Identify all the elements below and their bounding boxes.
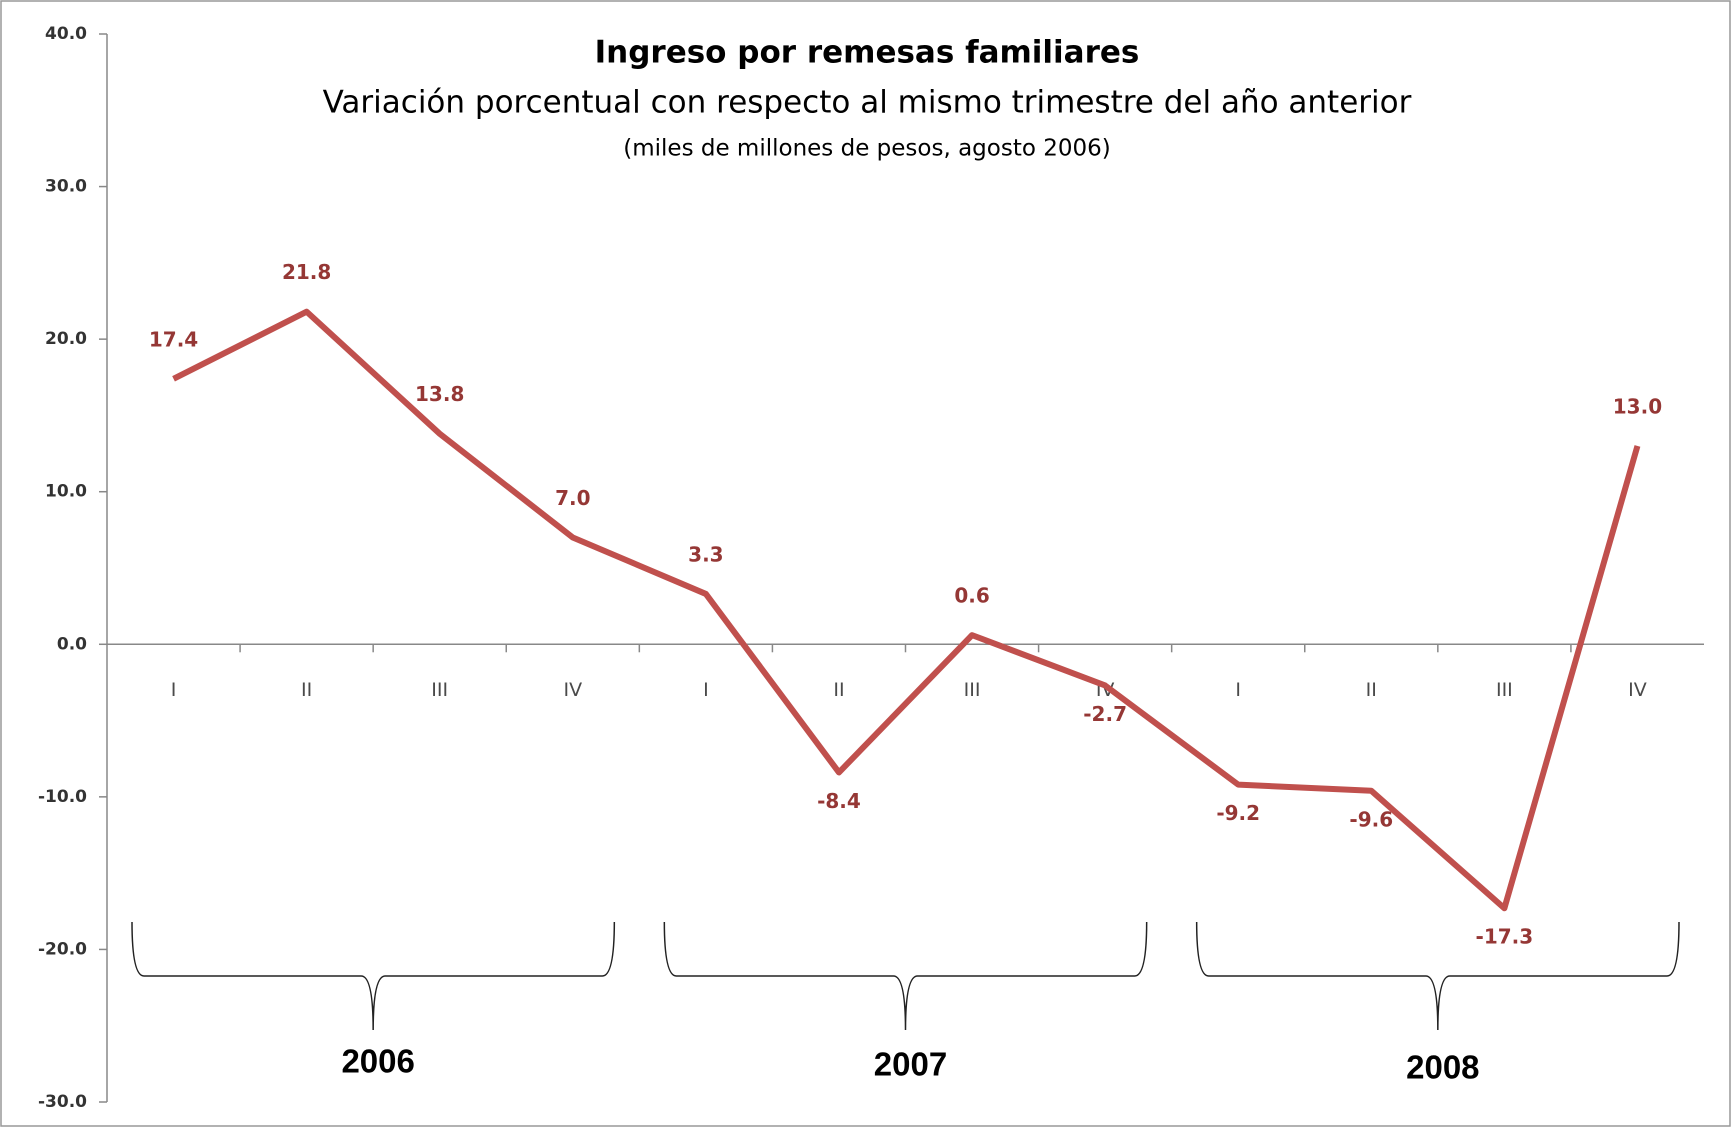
- data-label: 13.0: [1613, 394, 1662, 418]
- year-label: 2006: [341, 1043, 414, 1080]
- year-label: 2007: [874, 1046, 947, 1083]
- x-tick-label: III: [964, 679, 981, 701]
- data-label: -17.3: [1476, 925, 1534, 949]
- y-tick-label: 40.0: [45, 24, 87, 44]
- data-label: 3.3: [688, 542, 723, 566]
- y-tick-label: -20.0: [38, 939, 87, 959]
- x-tick-label: II: [1366, 679, 1377, 701]
- year-label: 2008: [1406, 1049, 1479, 1086]
- year-brace: [131, 921, 616, 1031]
- x-tick-label: II: [301, 679, 312, 701]
- data-label: -9.2: [1216, 801, 1260, 825]
- data-label: -2.7: [1083, 702, 1127, 726]
- x-tick-label: IV: [1628, 679, 1647, 701]
- data-line: [172, 308, 1641, 912]
- data-label: 7.0: [555, 486, 590, 510]
- chart-title: Ingreso por remesas familiares: [595, 35, 1140, 71]
- data-label: 13.8: [415, 382, 464, 406]
- x-tick-label: III: [1496, 679, 1513, 701]
- y-tick-label: 30.0: [45, 177, 87, 197]
- data-label: -8.4: [817, 789, 861, 813]
- x-tick-label: I: [1235, 679, 1241, 701]
- data-label: 21.8: [282, 260, 331, 284]
- x-tick-label: I: [171, 679, 177, 701]
- y-tick-label: 10.0: [45, 482, 87, 502]
- chart-note: (miles de millones de pesos, agosto 2006…: [623, 136, 1110, 162]
- data-label: 17.4: [149, 327, 198, 351]
- data-label: 0.6: [954, 584, 989, 608]
- x-tick-label: I: [703, 679, 709, 701]
- y-tick-label: -30.0: [38, 1092, 87, 1112]
- x-tick-label: II: [833, 679, 844, 701]
- x-tick-label: IV: [563, 679, 582, 701]
- y-tick-label: -10.0: [38, 787, 87, 807]
- y-tick-label: 20.0: [45, 329, 87, 349]
- chart-subtitle: Variación porcentual con respecto al mis…: [323, 85, 1412, 121]
- year-brace: [1195, 921, 1680, 1031]
- year-brace: [663, 921, 1148, 1031]
- x-tick-label: III: [431, 679, 448, 701]
- data-label: -9.6: [1349, 807, 1393, 831]
- y-tick-label: 0.0: [57, 634, 87, 654]
